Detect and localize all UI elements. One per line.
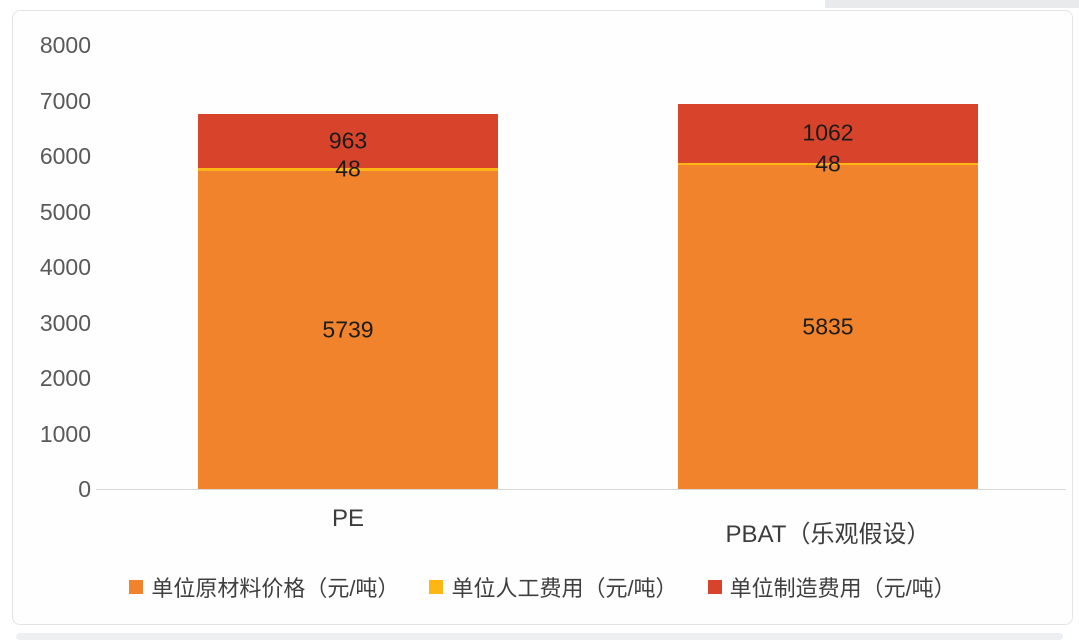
legend-item: 单位制造费用（元/吨） [707, 571, 956, 603]
legend-label: 单位人工费用（元/吨） [451, 576, 678, 601]
y-axis-tick-label: 8000 [39, 32, 91, 58]
data-label: 5739 [322, 316, 374, 343]
y-axis-tick-label: 0 [78, 476, 91, 502]
y-axis-tick-label: 4000 [39, 254, 91, 280]
y-axis-tick-label: 5000 [39, 198, 91, 225]
bar-segment [678, 165, 978, 489]
bar-segment [678, 103, 978, 163]
bar-segment [198, 170, 498, 489]
legend-item: 单位原材料价格（元/吨） [129, 571, 399, 603]
y-axis-tick-label: 1000 [39, 420, 91, 447]
y-axis-tick-label: 2000 [39, 365, 91, 391]
data-label: 48 [815, 150, 841, 177]
y-axis-tick-label: 3000 [39, 309, 91, 336]
bottom-shadow [16, 633, 1063, 640]
legend-item: 单位人工费用（元/吨） [429, 571, 678, 603]
data-label: 5835 [802, 313, 854, 340]
top-toolbar-fragment [825, 0, 1079, 8]
y-axis-tick-label: 7000 [39, 87, 91, 114]
legend-label: 单位制造费用（元/吨） [729, 576, 956, 601]
bar-segment [198, 167, 498, 171]
y-axis-tick-label: 6000 [39, 143, 91, 169]
x-axis-category-label: PE [331, 505, 365, 532]
bar-stack-pe: 5739 48 963 [198, 45, 498, 489]
legend-swatch-icon [129, 580, 144, 594]
chart-legend: 单位原材料价格（元/吨） 单位人工费用（元/吨） 单位制造费用（元/吨） [13, 567, 1072, 607]
legend-label: 单位原材料价格（元/吨） [151, 576, 400, 601]
x-axis-line [96, 489, 1066, 490]
data-label: 963 [328, 127, 368, 154]
bar-segment [198, 114, 498, 168]
chart-card: 8000 7000 6000 5000 4000 3000 2000 1000 0 5739 48… [12, 10, 1073, 625]
bar-segment [678, 162, 978, 166]
legend-swatch-icon [707, 580, 722, 594]
data-label: 1062 [802, 119, 854, 146]
data-label: 48 [335, 155, 361, 182]
legend-swatch-icon [429, 580, 444, 594]
x-axis-category-label: PBAT（乐观假设） [725, 521, 931, 548]
bar-stack-pbat: 5835 48 1062 [678, 45, 978, 489]
chart-plot-area: 5739 48 963 PE 5835 48 1062 PBAT（乐观假设） [96, 45, 1066, 548]
